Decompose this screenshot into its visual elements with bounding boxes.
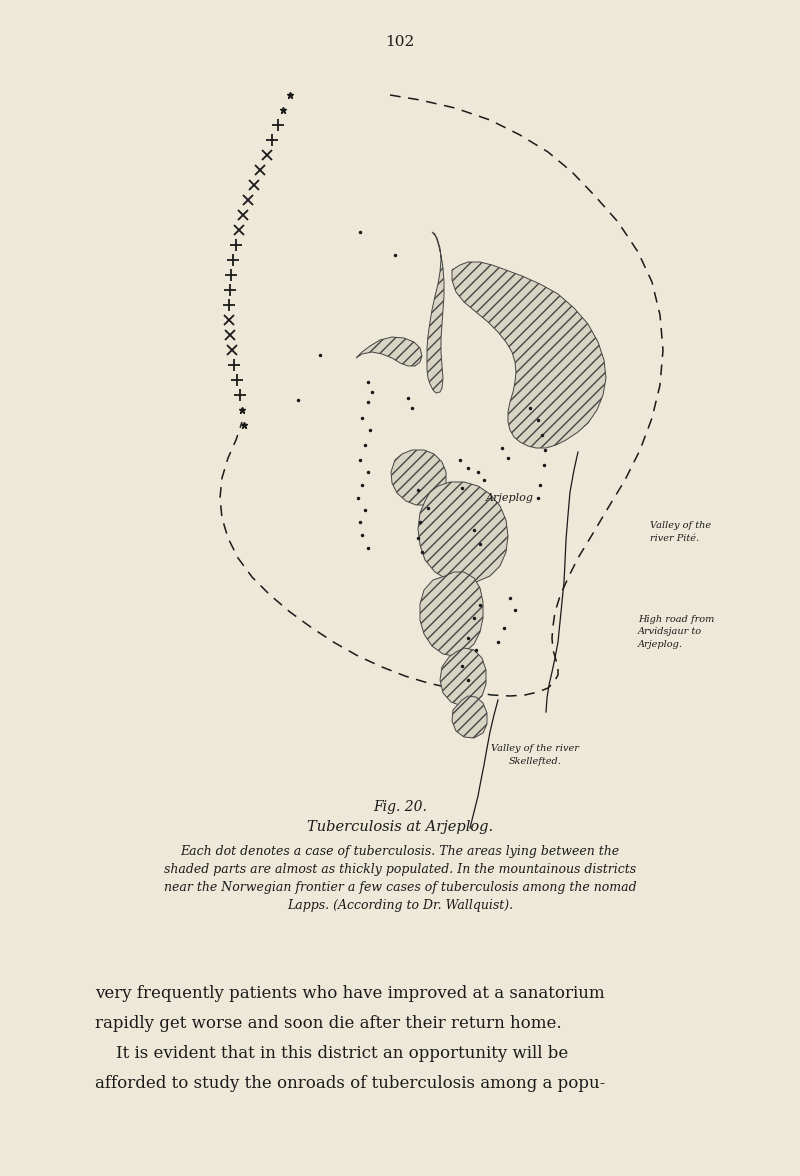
Text: Tuberculosis at Arjeplog.: Tuberculosis at Arjeplog. (307, 820, 493, 834)
Text: near the Norwegian frontier a few cases of tuberculosis among the nomad: near the Norwegian frontier a few cases … (164, 881, 636, 894)
Text: It is evident that in this district an opportunity will be: It is evident that in this district an o… (95, 1045, 568, 1062)
Text: Lapps. (According to Dr. Wallquist).: Lapps. (According to Dr. Wallquist). (287, 898, 513, 913)
Text: Valley of the river
Skellefted.: Valley of the river Skellefted. (491, 744, 579, 766)
Polygon shape (427, 232, 444, 393)
Text: Each dot denotes a case of tuberculosis. The areas lying between the: Each dot denotes a case of tuberculosis.… (181, 846, 619, 858)
Text: Valley of the
river Pité.: Valley of the river Pité. (650, 521, 711, 543)
Polygon shape (420, 572, 483, 656)
Polygon shape (452, 696, 487, 739)
Text: 102: 102 (386, 35, 414, 49)
Text: shaded parts are almost as thickly populated. In the mountainous districts: shaded parts are almost as thickly popul… (164, 863, 636, 876)
Polygon shape (418, 482, 508, 584)
Text: Arjeplog: Arjeplog (486, 493, 534, 503)
Polygon shape (440, 648, 486, 706)
Text: Fig. 20.: Fig. 20. (373, 800, 427, 814)
Polygon shape (452, 262, 606, 448)
Text: rapidly get worse and soon die after their return home.: rapidly get worse and soon die after the… (95, 1015, 562, 1033)
Text: High road from
Arvidsjaur to
Arjeplog.: High road from Arvidsjaur to Arjeplog. (638, 615, 714, 649)
Polygon shape (391, 450, 446, 505)
Text: afforded to study the onroads of tuberculosis among a popu-: afforded to study the onroads of tubercu… (95, 1075, 606, 1093)
Polygon shape (356, 338, 422, 366)
Text: very frequently patients who have improved at a sanatorium: very frequently patients who have improv… (95, 985, 605, 1002)
